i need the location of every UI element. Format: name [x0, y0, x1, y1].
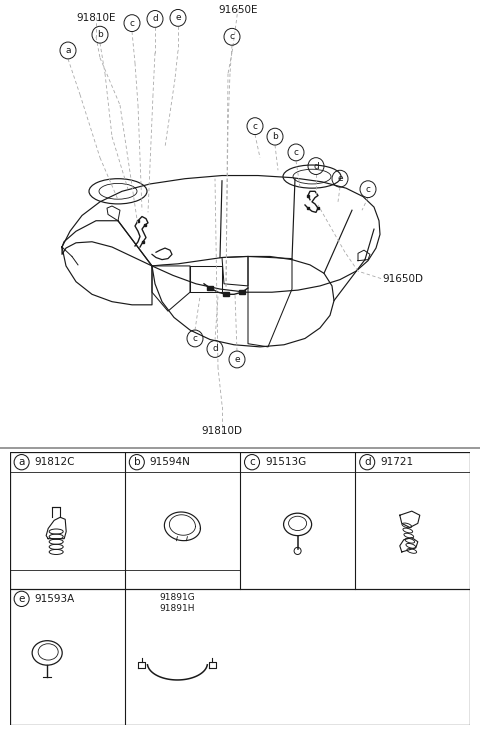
Text: c: c — [365, 184, 371, 194]
Bar — [223, 292, 229, 297]
Text: 91594N: 91594N — [150, 457, 191, 467]
Text: 91810D: 91810D — [202, 426, 242, 436]
Text: e: e — [234, 355, 240, 364]
Text: e: e — [18, 594, 25, 604]
Text: b: b — [272, 132, 278, 141]
Text: c: c — [249, 457, 255, 467]
Text: c: c — [293, 148, 299, 157]
Text: 91650E: 91650E — [218, 5, 258, 15]
Bar — [239, 290, 245, 295]
Text: 91513G: 91513G — [265, 457, 306, 467]
Text: 91721: 91721 — [380, 457, 413, 467]
Text: 91812C: 91812C — [35, 457, 75, 467]
Text: c: c — [192, 334, 197, 343]
Text: c: c — [252, 122, 257, 130]
Text: 91891G
91891H: 91891G 91891H — [159, 593, 195, 613]
Text: 91650D: 91650D — [382, 273, 423, 284]
Text: a: a — [65, 46, 71, 55]
Text: c: c — [130, 19, 134, 28]
Text: d: d — [152, 15, 158, 23]
Text: 91810E: 91810E — [76, 12, 116, 23]
Text: d: d — [212, 345, 218, 354]
Text: c: c — [229, 32, 235, 42]
Text: a: a — [18, 457, 25, 467]
Text: b: b — [133, 457, 140, 467]
Text: d: d — [364, 457, 371, 467]
Text: b: b — [97, 30, 103, 39]
Text: d: d — [313, 162, 319, 171]
Text: e: e — [175, 13, 181, 23]
Bar — [207, 286, 213, 290]
Text: 91593A: 91593A — [35, 594, 75, 604]
Text: e: e — [337, 174, 343, 183]
